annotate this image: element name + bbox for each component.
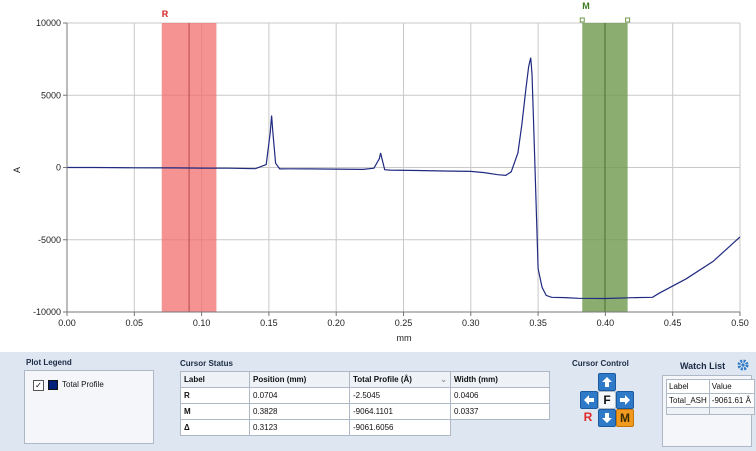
- row-total: -9061.6056: [349, 419, 451, 436]
- header-total-profile[interactable]: Total Profile (Å) ⌄: [349, 371, 451, 388]
- arrow-right-icon: [620, 395, 630, 405]
- y-tick-label: 0: [56, 163, 61, 173]
- series-line-total-profile: [67, 57, 741, 300]
- x-tick-label: 0.20: [327, 318, 345, 328]
- cursor-r-select-button[interactable]: R: [583, 410, 593, 424]
- watch-row-empty[interactable]: [666, 407, 755, 415]
- watch-list-table: Label Value Total_ASH -9061.61 Å: [666, 379, 755, 415]
- arrow-left-icon: [584, 395, 594, 405]
- x-tick-label: 0.40: [597, 318, 615, 328]
- watch-row-value: -9061.61 Å: [708, 393, 755, 408]
- cursor-up-button[interactable]: [598, 373, 616, 391]
- row-width-empty: [450, 419, 550, 436]
- row-label: M: [180, 403, 250, 420]
- watch-row[interactable]: Total_ASH -9061.61 Å: [666, 393, 755, 408]
- y-axis-label: A: [12, 167, 22, 173]
- x-tick-label: 0.00: [58, 318, 76, 328]
- row-total: -9064.1101: [349, 403, 451, 420]
- cursor-control-title: Cursor Control: [572, 359, 629, 368]
- x-tick-label: 0.35: [529, 318, 547, 328]
- header-position: Position (mm): [249, 371, 350, 388]
- series-layer: [67, 57, 741, 300]
- row-label: R: [180, 387, 250, 404]
- row-total: -2.5045: [349, 387, 451, 404]
- cursor-fit-button[interactable]: F: [598, 391, 616, 409]
- cursor-status-table: Label Position (mm) Total Profile (Å) ⌄ W…: [180, 371, 550, 436]
- row-width[interactable]: 0.0406: [450, 387, 550, 404]
- cursor-handle-right[interactable]: [625, 17, 631, 23]
- watch-header-label: Label: [666, 379, 710, 394]
- arrow-up-icon: [602, 377, 612, 387]
- arrow-down-icon: [602, 413, 612, 423]
- x-tick-label: 0.05: [126, 318, 144, 328]
- header-width: Width (mm): [450, 371, 550, 388]
- cursor-handle-left[interactable]: [579, 17, 585, 23]
- row-position[interactable]: 0.0704: [249, 387, 350, 404]
- row-position: 0.3123: [249, 419, 350, 436]
- x-tick-label: 0.50: [731, 318, 749, 328]
- plot-svg[interactable]: RM 0.00 0.05 0.10 0.15 0.20 0.25 0.30 0.35 0.40 0…: [0, 0, 756, 352]
- cursor-label-m: M: [582, 1, 590, 11]
- plot-legend-title: Plot Legend: [26, 358, 72, 367]
- watch-list-title: Watch List: [680, 361, 726, 371]
- y-tick-label: -5000: [38, 235, 61, 245]
- legend-checkbox[interactable]: ✓: [33, 380, 44, 391]
- x-tick-label: 0.15: [260, 318, 278, 328]
- cursor-status-title: Cursor Status: [180, 359, 233, 368]
- row-position[interactable]: 0.3828: [249, 403, 350, 420]
- x-tick-label: 0.10: [193, 318, 211, 328]
- watch-row-label: Total_ASH: [666, 393, 710, 408]
- header-label: Label: [180, 371, 250, 388]
- y-tick-label: -10000: [33, 307, 61, 317]
- watch-header-row: Label Value: [666, 379, 755, 394]
- x-tick-label: 0.30: [462, 318, 480, 328]
- series-color-swatch: [48, 380, 58, 390]
- table-row[interactable]: R 0.0704 -2.5045 0.0406: [180, 387, 550, 404]
- table-row[interactable]: M 0.3828 -9064.1101 0.0337: [180, 403, 550, 420]
- cursor-status-header-row: Label Position (mm) Total Profile (Å) ⌄ W…: [180, 371, 550, 388]
- cursor-left-button[interactable]: [580, 391, 598, 409]
- cursor-layer[interactable]: RM: [161, 1, 631, 312]
- cursor-right-button[interactable]: [616, 391, 634, 409]
- cursor-down-button[interactable]: [598, 409, 616, 427]
- bottom-panel: Plot Legend ✓ Total Profile Cursor Statu…: [0, 352, 756, 451]
- y-tick-label: 10000: [36, 18, 61, 28]
- cursor-m-select-button[interactable]: M: [616, 409, 634, 427]
- cursor-label-r: R: [162, 9, 169, 19]
- watch-header-value: Value: [708, 379, 755, 394]
- x-tick-label: 0.45: [664, 318, 682, 328]
- tick-labels: 0.00 0.05 0.10 0.15 0.20 0.25 0.30 0.35 0.40 0.45…: [33, 18, 749, 328]
- x-axis-label: mm: [397, 333, 412, 343]
- table-row[interactable]: Δ 0.3123 -9061.6056: [180, 419, 550, 436]
- x-tick-label: 0.25: [395, 318, 413, 328]
- row-label: Δ: [180, 419, 250, 436]
- gear-icon[interactable]: [736, 358, 750, 377]
- legend-box: ✓ Total Profile: [24, 370, 154, 444]
- row-width[interactable]: 0.0337: [450, 403, 550, 420]
- y-tick-label: 5000: [41, 90, 61, 100]
- legend-series-label: Total Profile: [62, 380, 104, 389]
